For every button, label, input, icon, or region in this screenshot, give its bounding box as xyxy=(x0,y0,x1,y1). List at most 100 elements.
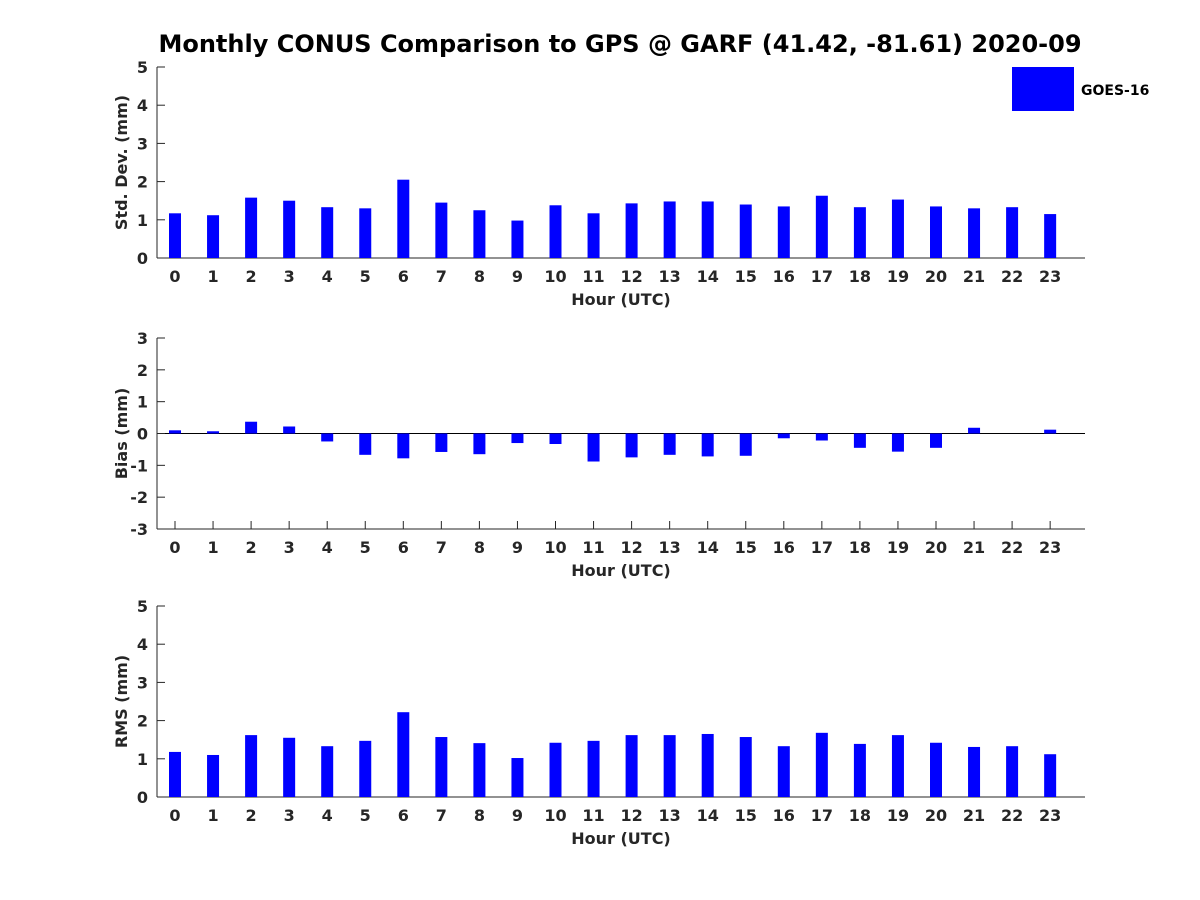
y-tick-label: 0 xyxy=(137,425,148,444)
y-tick-label: 5 xyxy=(137,597,148,616)
bar-hour-17 xyxy=(815,195,828,258)
x-tick-label: 1 xyxy=(207,806,218,825)
bar-hour-8 xyxy=(473,743,486,797)
bar-hour-3 xyxy=(283,200,296,258)
bar-hour-22 xyxy=(1006,746,1019,797)
bar-hour-1 xyxy=(207,215,220,258)
bar-hour-22 xyxy=(1006,207,1019,258)
x-tick-label: 12 xyxy=(620,538,642,557)
x-tick-label: 20 xyxy=(925,538,947,557)
x-tick-label: 13 xyxy=(659,538,681,557)
x-tick-label: 7 xyxy=(436,806,447,825)
bar-hour-2 xyxy=(245,197,258,258)
bar-hour-6 xyxy=(397,179,410,258)
chart-title: Monthly CONUS Comparison to GPS @ GARF (… xyxy=(158,30,1082,58)
x-tick-label: 8 xyxy=(474,806,485,825)
x-tick-label: 17 xyxy=(811,267,833,286)
x-tick-label: 20 xyxy=(925,267,947,286)
y-tick-label: 1 xyxy=(137,750,148,769)
bar-hour-10 xyxy=(549,205,562,258)
bar-hour-13 xyxy=(663,433,676,455)
bar-hour-15 xyxy=(739,737,752,797)
x-tick-label: 15 xyxy=(735,538,757,557)
x-tick-label: 19 xyxy=(887,806,909,825)
bar-hour-21 xyxy=(968,746,981,797)
bar-hour-15 xyxy=(739,433,752,456)
bar-hour-17 xyxy=(815,433,828,441)
bar-hour-2 xyxy=(245,421,258,434)
y-tick-label: 1 xyxy=(137,393,148,412)
y-tick-label: 5 xyxy=(137,58,148,77)
legend-swatch-goes-16 xyxy=(1012,67,1074,111)
bar-hour-11 xyxy=(587,740,600,797)
bar-hour-23 xyxy=(1044,214,1057,258)
bar-hour-23 xyxy=(1044,754,1057,797)
bar-hour-9 xyxy=(511,433,524,444)
bar-hour-7 xyxy=(435,202,448,258)
x-tick-label: 4 xyxy=(322,267,333,286)
bar-hour-5 xyxy=(359,208,372,258)
bar-hour-21 xyxy=(968,208,981,258)
bar-hour-4 xyxy=(321,746,334,797)
bar-hour-7 xyxy=(435,433,448,452)
x-tick-label: 5 xyxy=(360,806,371,825)
x-tick-label: 14 xyxy=(697,267,719,286)
x-tick-label: 1 xyxy=(207,538,218,557)
x-tick-label: 6 xyxy=(398,267,409,286)
x-tick-label: 12 xyxy=(620,806,642,825)
bar-hour-2 xyxy=(245,735,258,797)
x-tick-label: 13 xyxy=(659,806,681,825)
bar-hour-12 xyxy=(625,203,638,258)
bar-hour-14 xyxy=(701,733,714,797)
bar-hour-8 xyxy=(473,433,486,455)
bar-hour-13 xyxy=(663,201,676,258)
x-tick-label: 11 xyxy=(582,806,604,825)
x-tick-label: 7 xyxy=(436,538,447,557)
bar-hour-20 xyxy=(930,206,942,258)
x-tick-label: 3 xyxy=(284,806,295,825)
x-tick-label: 11 xyxy=(582,538,604,557)
x-tick-label: 9 xyxy=(512,538,523,557)
y-tick-label: 1 xyxy=(137,211,148,230)
x-tick-label: 15 xyxy=(735,267,757,286)
x-tick-label: 9 xyxy=(512,806,523,825)
y-axis-title: Bias (mm) xyxy=(112,388,131,480)
x-tick-label: 8 xyxy=(474,538,485,557)
y-axis-title: Std. Dev. (mm) xyxy=(112,95,131,230)
bar-hour-16 xyxy=(777,746,790,797)
bar-hour-19 xyxy=(891,735,904,797)
bar-hour-10 xyxy=(549,433,562,445)
bar-hour-0 xyxy=(169,430,181,434)
x-tick-label: 18 xyxy=(849,538,871,557)
x-axis-title: Hour (UTC) xyxy=(571,829,671,848)
x-tick-label: 22 xyxy=(1001,267,1023,286)
x-tick-label: 21 xyxy=(963,267,985,286)
y-tick-label: -3 xyxy=(130,520,148,539)
bar-hour-4 xyxy=(321,207,334,258)
bar-hour-16 xyxy=(777,206,790,258)
bar-hour-17 xyxy=(815,732,828,797)
bar-hour-0 xyxy=(169,751,181,797)
bar-hour-1 xyxy=(207,431,220,434)
bar-hour-6 xyxy=(397,712,410,797)
x-tick-label: 6 xyxy=(398,806,409,825)
x-axis-title: Hour (UTC) xyxy=(571,561,671,580)
y-tick-label: 3 xyxy=(137,329,148,348)
x-tick-label: 10 xyxy=(544,806,566,825)
x-tick-label: 4 xyxy=(322,538,333,557)
x-tick-label: 12 xyxy=(620,267,642,286)
x-tick-label: 5 xyxy=(360,538,371,557)
bar-hour-9 xyxy=(511,758,524,797)
bar-hour-3 xyxy=(283,426,296,434)
x-tick-label: 17 xyxy=(811,806,833,825)
y-tick-label: 0 xyxy=(137,249,148,268)
x-tick-label: 20 xyxy=(925,806,947,825)
y-tick-label: 3 xyxy=(137,134,148,153)
x-tick-label: 21 xyxy=(963,806,985,825)
bar-hour-14 xyxy=(701,433,714,457)
x-tick-label: 16 xyxy=(773,538,795,557)
bar-hour-20 xyxy=(930,742,942,797)
y-tick-label: 3 xyxy=(137,673,148,692)
